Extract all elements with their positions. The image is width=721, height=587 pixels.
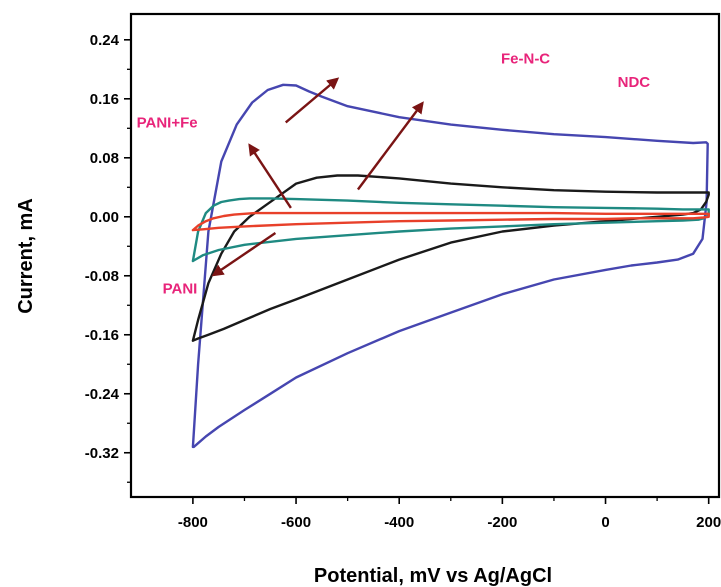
annotation-arrow-pani-fe: [248, 143, 292, 209]
annotation-arrow-pani: [211, 232, 277, 277]
x-tick-label: 0: [601, 514, 609, 531]
series-pani-fe-curve: [191, 197, 710, 263]
x-axis-label: Potential, mV vs Ag/AgCl: [314, 565, 552, 587]
x-tick-label: -400: [384, 514, 414, 531]
y-tick-label: 0.16: [90, 91, 119, 108]
series-ndc-curve: [191, 174, 710, 342]
annotations: Fe-N-C NDC PANI+Fe PANI: [137, 50, 651, 297]
axis-ticks: -800 -600 -400 -200 0 200 0.24 0.16 0.08 0.00 -0.0…: [85, 32, 721, 531]
x-tick-label: -800: [178, 514, 208, 531]
y-tick-label: 0.08: [90, 150, 119, 167]
x-tick-label: -600: [281, 514, 311, 531]
y-tick-label: -0.32: [85, 445, 119, 462]
x-tick-label: 200: [696, 514, 721, 531]
y-tick-label: -0.08: [85, 268, 119, 285]
annotation-label-fe-n-c: Fe-N-C: [501, 50, 550, 67]
annotation-label-pani-fe: PANI+Fe: [137, 115, 198, 132]
annotation-label-pani: PANI: [163, 280, 198, 297]
annotation-label-ndc: NDC: [618, 74, 651, 91]
annotation-arrow-ndc: [356, 101, 424, 191]
plot-frame: [129, 12, 721, 499]
series-fe-n-c-curve: [191, 83, 709, 449]
y-tick-label: -0.24: [85, 386, 120, 403]
y-tick-label: -0.16: [85, 327, 119, 344]
curves: [191, 83, 710, 449]
y-tick-label: 0.24: [90, 32, 120, 49]
series-pani-curve: [191, 211, 710, 232]
annotation-arrow-fe-n-c: [284, 77, 340, 124]
x-tick-label: -200: [487, 514, 517, 531]
y-tick-label: 0.00: [90, 209, 119, 226]
y-axis-label: Current, mA: [15, 198, 37, 314]
